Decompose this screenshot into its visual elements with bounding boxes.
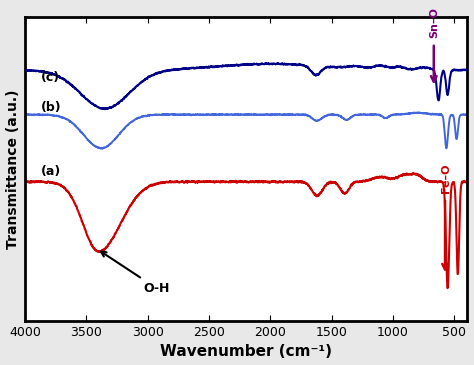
Text: Fe–O: Fe–O xyxy=(441,164,451,193)
Text: Sn–O: Sn–O xyxy=(429,7,439,38)
Text: (a): (a) xyxy=(41,165,61,178)
Text: (b): (b) xyxy=(41,101,62,114)
Y-axis label: Transmittance (a.u.): Transmittance (a.u.) xyxy=(6,89,19,249)
Text: O-H: O-H xyxy=(101,252,170,295)
X-axis label: Wavenumber (cm⁻¹): Wavenumber (cm⁻¹) xyxy=(160,345,332,360)
Text: (c): (c) xyxy=(41,71,60,84)
